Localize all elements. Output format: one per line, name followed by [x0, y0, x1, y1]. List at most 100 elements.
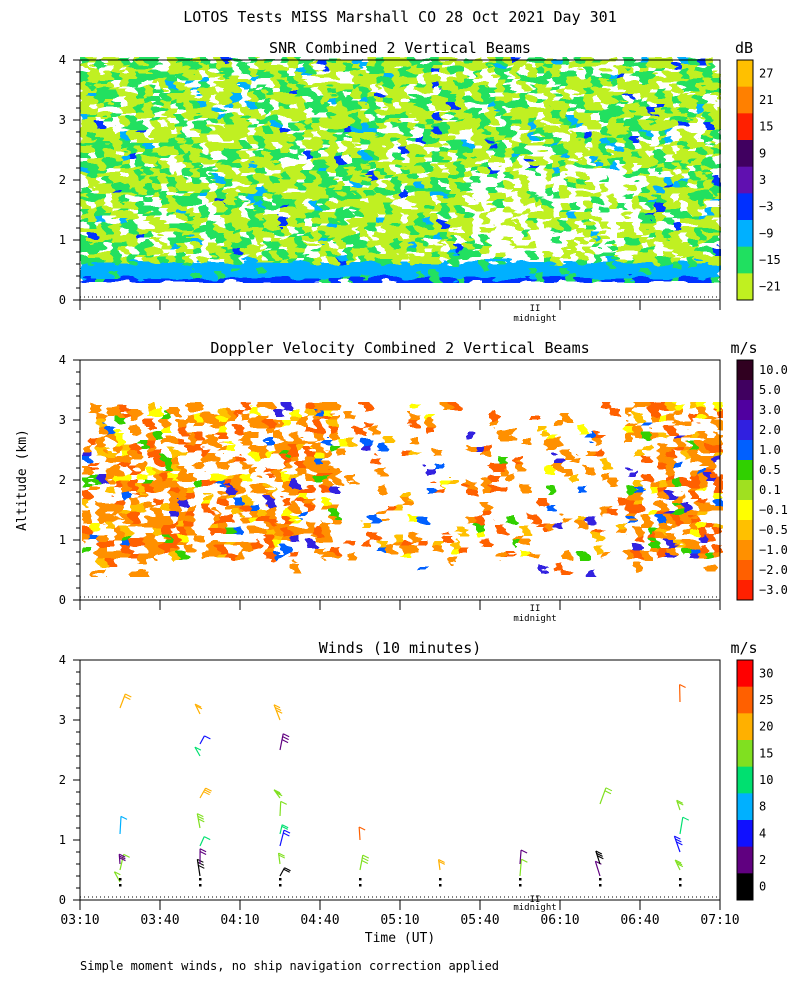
- snr-cell: [264, 187, 273, 193]
- doppler-cell: [298, 498, 307, 505]
- snr-cell: [472, 132, 481, 138]
- snr-cell: [360, 232, 369, 238]
- snr-cell: [112, 202, 121, 208]
- wind-barb-flag: [604, 790, 612, 795]
- doppler-cell: [490, 474, 499, 481]
- snr-cell: [336, 82, 345, 88]
- snr-cell: [80, 122, 89, 128]
- snr-cell: [608, 122, 617, 128]
- snr-cell: [344, 152, 353, 158]
- doppler-cell: [330, 402, 339, 409]
- snr-cell: [552, 127, 561, 133]
- wind-barb-flag: [281, 739, 289, 744]
- snr-cell: [552, 237, 561, 243]
- snr-cell: [216, 92, 225, 98]
- snr-cell: [608, 157, 617, 163]
- doppler-cell: [610, 480, 619, 487]
- snr-cell: [128, 182, 137, 188]
- doppler-cell: [690, 474, 699, 481]
- snr-cell: [104, 277, 113, 283]
- snr-cell: [88, 207, 97, 213]
- snr-cell: [136, 192, 145, 198]
- colorbar-swatch: [737, 766, 753, 794]
- snr-cell: [112, 242, 121, 248]
- snr-cell: [120, 107, 129, 113]
- snr-cell: [448, 262, 457, 268]
- snr-cell: [128, 222, 137, 228]
- snr-cell: [680, 247, 689, 253]
- wind-barb-shaft: [279, 801, 282, 817]
- wind-barb-shaft: [279, 829, 285, 847]
- snr-cell: [616, 152, 625, 158]
- doppler-cell: [106, 558, 115, 565]
- colorbar-label: 0.5: [759, 463, 781, 477]
- snr-cell: [96, 227, 105, 233]
- snr-cell: [272, 97, 281, 103]
- snr-cell: [160, 137, 169, 143]
- snr-cell: [264, 132, 273, 138]
- snr-cell: [304, 232, 313, 238]
- snr-cell: [160, 177, 169, 183]
- snr-cell: [496, 152, 505, 158]
- doppler-cell: [162, 528, 171, 535]
- doppler-cell: [490, 462, 499, 469]
- snr-midnight-label: midnight: [513, 314, 556, 324]
- snr-cell: [80, 267, 89, 273]
- snr-cell: [688, 112, 697, 118]
- snr-cell: [488, 192, 497, 198]
- snr-cell: [632, 262, 641, 268]
- snr-cell: [424, 267, 433, 273]
- doppler-cell: [450, 558, 459, 565]
- snr-cell: [312, 157, 321, 163]
- snr-cell: [696, 232, 705, 238]
- snr-cell: [192, 107, 201, 113]
- snr-cell: [600, 92, 609, 98]
- snr-cell: [576, 142, 585, 148]
- doppler-cell: [98, 570, 107, 577]
- snr-cell: [360, 102, 369, 108]
- snr-cell: [424, 142, 433, 148]
- doppler-cell: [658, 450, 667, 457]
- snr-cell: [152, 187, 161, 193]
- doppler-cell: [442, 534, 451, 541]
- snr-cell: [488, 197, 497, 203]
- snr-cell: [568, 262, 577, 268]
- snr-cell: [592, 132, 601, 138]
- snr-cell: [376, 62, 385, 68]
- snr-cell: [608, 262, 617, 268]
- snr-cell: [488, 112, 497, 118]
- snr-cell: [352, 82, 361, 88]
- snr-cell: [416, 117, 425, 123]
- colorbar-label: 15: [759, 120, 773, 134]
- doppler-cell: [186, 444, 195, 451]
- snr-cell: [320, 167, 329, 173]
- doppler-cell: [666, 456, 675, 463]
- doppler-cell: [586, 468, 595, 475]
- doppler-cell: [90, 474, 99, 481]
- snr-cell: [408, 197, 417, 203]
- snr-cell: [344, 82, 353, 88]
- snr-cell: [664, 202, 673, 208]
- snr-cell: [672, 202, 681, 208]
- wind-barb-flag: [677, 801, 684, 806]
- doppler-cell: [250, 408, 259, 415]
- snr-cell: [520, 182, 529, 188]
- snr-cell: [144, 97, 153, 103]
- snr-cell: [584, 72, 593, 78]
- snr-cell: [688, 102, 697, 108]
- snr-cell: [128, 127, 137, 133]
- doppler-cell: [650, 540, 659, 547]
- snr-cell: [584, 137, 593, 143]
- snr-cell: [456, 167, 465, 173]
- doppler-cell: [266, 534, 275, 541]
- colorbar-label: −3.0: [759, 583, 788, 597]
- snr-cell: [168, 107, 177, 113]
- doppler-cell: [394, 534, 403, 541]
- snr-cell: [192, 137, 201, 143]
- doppler-cell: [458, 546, 467, 553]
- snr-cell: [200, 207, 209, 213]
- snr-cell: [232, 157, 241, 163]
- snr-cell: [312, 147, 321, 153]
- snr-cell: [344, 102, 353, 108]
- snr-cell: [264, 217, 273, 223]
